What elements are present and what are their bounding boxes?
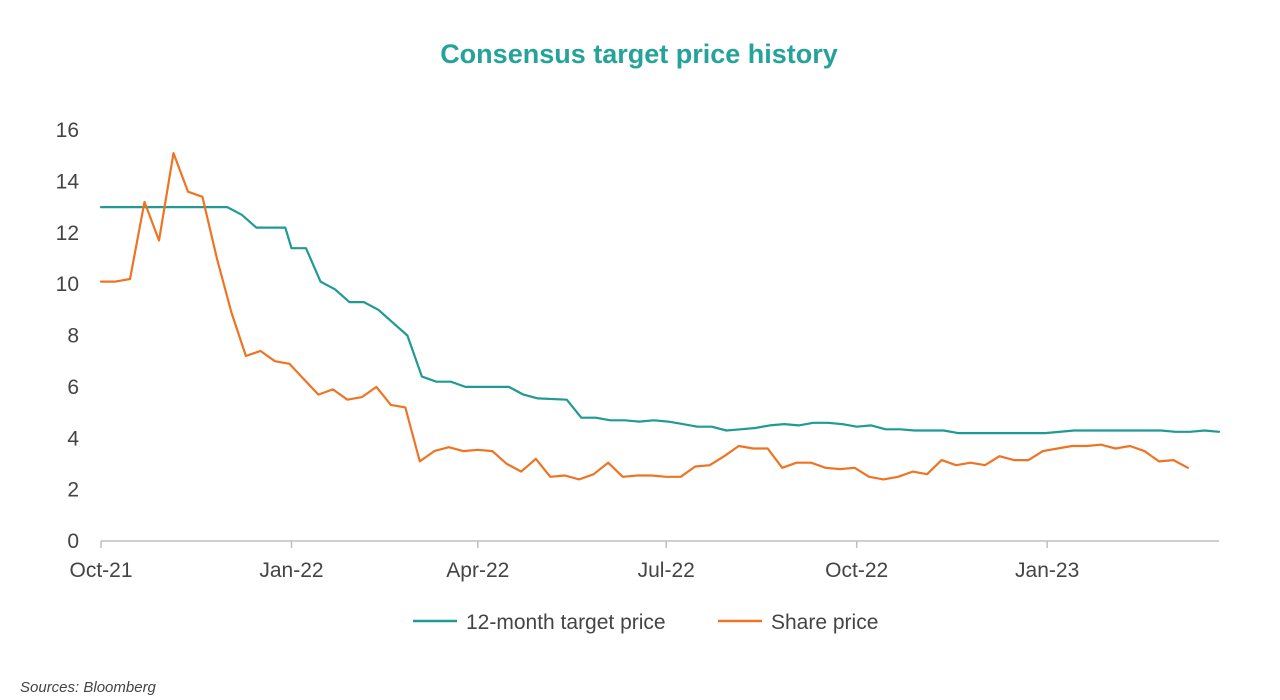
series-line-target-price: [99, 206, 1221, 435]
y-tick-label: 0: [67, 530, 79, 553]
y-tick-label: 2: [67, 479, 79, 502]
series-line-share-price: [99, 152, 1189, 481]
legend-label-share-price: Share price: [771, 611, 878, 634]
x-axis-ticks: Oct-21 Jan-22 Apr-22 Jul-22 Oct-22 Jan-23: [69, 541, 1079, 582]
x-tick-label: Jan-22: [259, 559, 323, 582]
y-tick-label: 10: [56, 273, 79, 296]
y-tick-label: 16: [56, 119, 79, 142]
y-tick-label: 4: [67, 427, 79, 450]
legend-label-target-price: 12-month target price: [466, 611, 666, 634]
chart-title: Consensus target price history: [440, 39, 838, 69]
y-tick-label: 12: [56, 222, 79, 245]
y-tick-label: 14: [56, 170, 80, 193]
x-tick-label: Jan-23: [1015, 559, 1079, 582]
x-tick-label: Oct-21: [69, 559, 132, 582]
y-axis-ticks: 0 2 4 6 8 10 12 14 16: [56, 119, 80, 553]
x-tick-label: Oct-22: [825, 559, 888, 582]
x-tick-label: Apr-22: [446, 559, 509, 582]
source-note: Sources: Bloomberg: [20, 679, 157, 696]
y-tick-label: 6: [67, 376, 79, 399]
y-tick-label: 8: [67, 325, 79, 348]
legend: 12-month target price Share price: [413, 611, 878, 634]
x-tick-label: Jul-22: [638, 559, 695, 582]
series-lines: [99, 152, 1221, 481]
